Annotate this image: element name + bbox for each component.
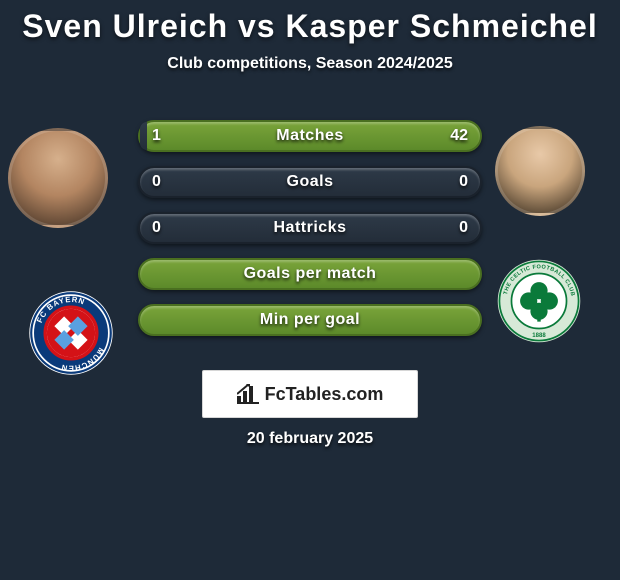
stat-label: Min per goal <box>140 306 480 334</box>
player1-avatar <box>8 128 108 228</box>
stat-value-right: 0 <box>459 214 468 242</box>
player2-club-badge: THE CELTIC FOOTBALL CLUB 1888 <box>496 258 582 344</box>
date-text: 20 february 2025 <box>0 430 620 448</box>
stat-row: Hattricks0 0 <box>138 212 482 244</box>
stat-row: Goals0 0 <box>138 166 482 198</box>
title-player1: Sven Ulreich <box>22 8 228 44</box>
stat-value-right: 42 <box>450 122 468 150</box>
stat-row: Min per goal <box>138 304 482 336</box>
stat-label: Matches <box>140 122 480 150</box>
title-player2: Kasper Schmeichel <box>285 8 597 44</box>
bar-chart-icon <box>237 384 259 404</box>
stats-region: Matches142Goals00Hattricks00Goals per ma… <box>138 120 482 350</box>
title-vs: vs <box>238 8 276 44</box>
watermark-text: FcTables.com <box>265 384 384 405</box>
stat-value-left: 0 <box>152 168 161 196</box>
svg-text:1888: 1888 <box>532 333 546 339</box>
stat-value-left: 0 <box>152 214 161 242</box>
watermark: FcTables.com <box>202 370 418 418</box>
stat-value-right: 0 <box>459 168 468 196</box>
stat-row: Goals per match <box>138 258 482 290</box>
stat-label: Goals <box>140 168 480 196</box>
player2-avatar <box>495 126 585 216</box>
subtitle: Club competitions, Season 2024/2025 <box>0 55 620 73</box>
stat-row: Matches1 42 <box>138 120 482 152</box>
page-title: Sven Ulreich vs Kasper Schmeichel <box>0 0 620 45</box>
stat-value-left: 1 <box>152 122 161 150</box>
stat-label: Goals per match <box>140 260 480 288</box>
player1-club-badge: FC BAYERN MÜNCHEN <box>28 290 114 376</box>
stat-label: Hattricks <box>140 214 480 242</box>
